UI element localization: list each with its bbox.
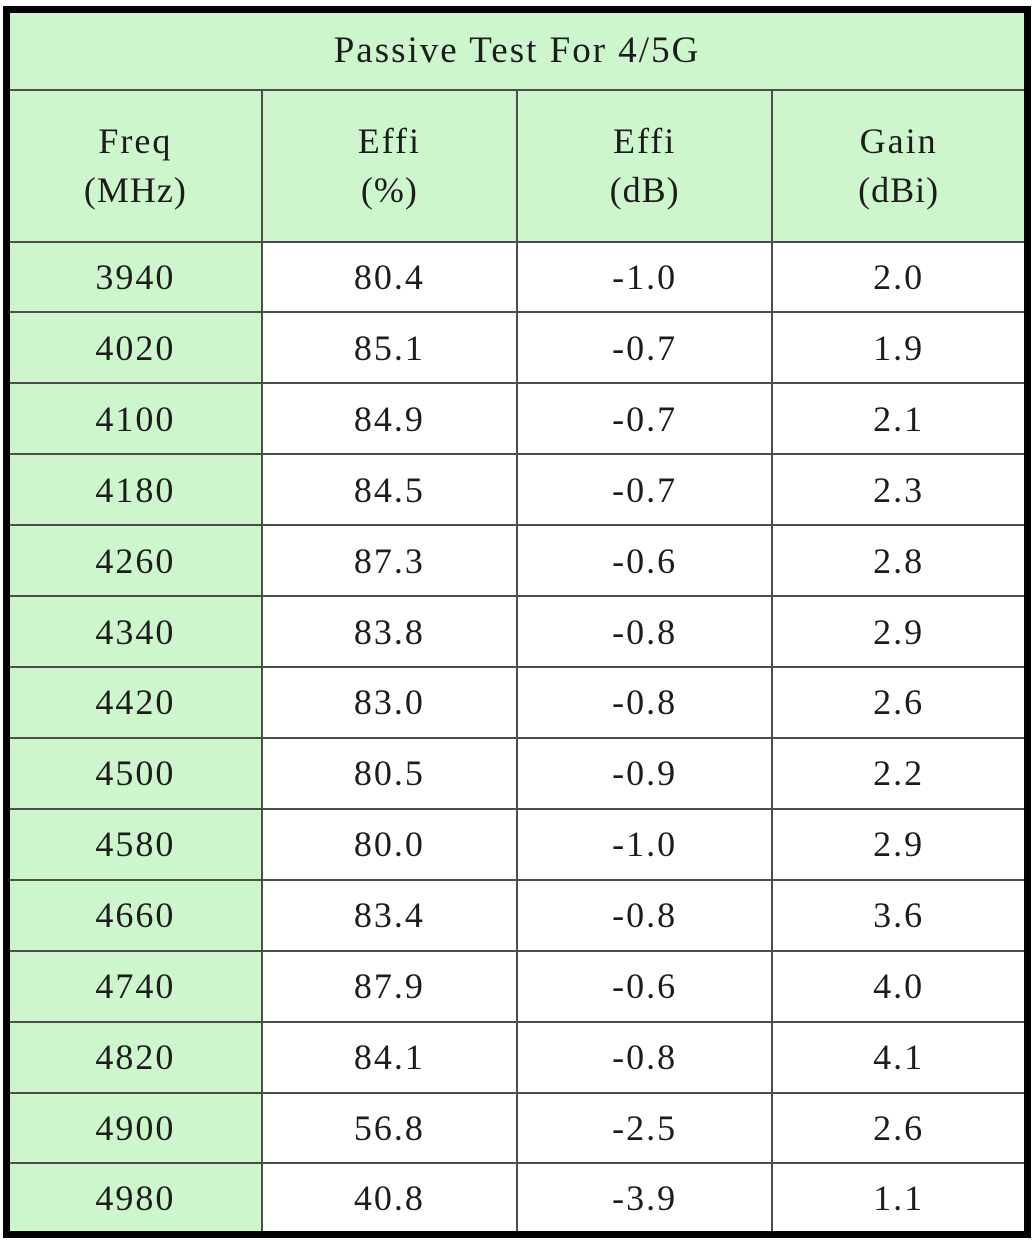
effi-db-cell: -0.9	[515, 736, 774, 810]
effi-db-cell: -0.6	[515, 524, 774, 598]
table-row: 4020 85.1 -0.7 1.9	[5, 311, 1029, 385]
column-header-gain-unit: (dBi)	[858, 169, 940, 210]
table-title: Passive Test For 4/5G	[5, 8, 1029, 91]
freq-cell: 3940	[5, 240, 263, 314]
column-header-freq-label: Freq	[98, 120, 173, 161]
table-row: 4420 83.0 -0.8 2.6	[5, 666, 1029, 739]
effi-pct-cell: 87.3	[260, 524, 519, 598]
freq-cell: 4740	[5, 949, 263, 1023]
gain-dbi-cell: 2.9	[771, 595, 1029, 669]
table-row: 4900 56.8 -2.5 2.6	[5, 1091, 1029, 1165]
effi-db-cell: -0.7	[515, 382, 774, 456]
freq-cell: 4420	[5, 666, 263, 739]
table-row: 4740 87.9 -0.6 4.0	[5, 949, 1029, 1023]
effi-db-cell: -0.8	[515, 666, 774, 739]
effi-db-cell: -0.6	[515, 949, 774, 1023]
column-header-effi-pct: Effi (%)	[260, 88, 519, 243]
table-frame: Passive Test For 4/5G Freq (MHz) Effi (%…	[3, 6, 1031, 1238]
gain-dbi-cell: 1.9	[771, 311, 1029, 385]
table-header-row: Freq (MHz) Effi (%) Effi (dB) Gain (dBi)	[5, 88, 1029, 243]
gain-dbi-cell: 3.6	[771, 878, 1029, 952]
freq-cell: 4180	[5, 453, 263, 527]
effi-pct-cell: 84.1	[260, 1020, 519, 1094]
freq-cell: 4660	[5, 878, 263, 952]
table-body: 3940 80.4 -1.0 2.0 4020 85.1 -0.7 1.9 41…	[5, 240, 1029, 1236]
column-header-effi-pct-unit: (%)	[360, 169, 418, 210]
freq-cell: 4340	[5, 595, 263, 669]
column-header-gain: Gain (dBi)	[771, 88, 1029, 243]
effi-pct-cell: 85.1	[260, 311, 519, 385]
column-header-effi-db-unit: (dB)	[609, 169, 680, 210]
column-header-freq-unit: (MHz)	[83, 169, 187, 210]
table-row: 3940 80.4 -1.0 2.0	[5, 240, 1029, 314]
freq-cell: 4820	[5, 1020, 263, 1094]
column-header-effi-db: Effi (dB)	[515, 88, 774, 243]
table-title-row: Passive Test For 4/5G	[5, 8, 1029, 91]
effi-db-cell: -0.7	[515, 311, 774, 385]
effi-pct-cell: 84.9	[260, 382, 519, 456]
gain-dbi-cell: 2.8	[771, 524, 1029, 598]
effi-db-cell: -0.8	[515, 878, 774, 952]
freq-cell: 4500	[5, 736, 263, 810]
table-row: 4820 84.1 -0.8 4.1	[5, 1020, 1029, 1094]
effi-pct-cell: 87.9	[260, 949, 519, 1023]
freq-cell: 4100	[5, 382, 263, 456]
effi-pct-cell: 80.0	[260, 807, 519, 881]
freq-cell: 4260	[5, 524, 263, 598]
table-row: 4180 84.5 -0.7 2.3	[5, 453, 1029, 527]
effi-db-cell: -1.0	[515, 807, 774, 881]
column-header-freq: Freq (MHz)	[5, 88, 263, 243]
effi-pct-cell: 56.8	[260, 1091, 519, 1165]
table-row: 4660 83.4 -0.8 3.6	[5, 878, 1029, 952]
freq-cell: 4580	[5, 807, 263, 881]
effi-pct-cell: 83.4	[260, 878, 519, 952]
freq-cell: 4980	[5, 1162, 263, 1236]
gain-dbi-cell: 2.1	[771, 382, 1029, 456]
gain-dbi-cell: 4.0	[771, 949, 1029, 1023]
table-row: 4340 83.8 -0.8 2.9	[5, 595, 1029, 669]
table-row: 4500 80.5 -0.9 2.2	[5, 736, 1029, 810]
column-header-gain-label: Gain	[859, 120, 938, 161]
gain-dbi-cell: 2.0	[771, 240, 1029, 314]
passive-test-table: Passive Test For 4/5G Freq (MHz) Effi (%…	[3, 6, 1031, 1238]
freq-cell: 4900	[5, 1091, 263, 1165]
column-header-effi-db-label: Effi	[612, 120, 677, 161]
effi-db-cell: -0.7	[515, 453, 774, 527]
table-row: 4260 87.3 -0.6 2.8	[5, 524, 1029, 598]
column-header-effi-pct-label: Effi	[357, 120, 422, 161]
effi-pct-cell: 83.8	[260, 595, 519, 669]
effi-pct-cell: 40.8	[260, 1162, 519, 1236]
table-row: 4980 40.8 -3.9 1.1	[5, 1162, 1029, 1236]
effi-db-cell: -1.0	[515, 240, 774, 314]
table-row: 4100 84.9 -0.7 2.1	[5, 382, 1029, 456]
effi-db-cell: -2.5	[515, 1091, 774, 1165]
effi-pct-cell: 83.0	[260, 666, 519, 739]
effi-pct-cell: 84.5	[260, 453, 519, 527]
effi-pct-cell: 80.4	[260, 240, 519, 314]
gain-dbi-cell: 2.2	[771, 736, 1029, 810]
gain-dbi-cell: 2.6	[771, 1091, 1029, 1165]
gain-dbi-cell: 2.6	[771, 666, 1029, 739]
table-row: 4580 80.0 -1.0 2.9	[5, 807, 1029, 881]
effi-db-cell: -3.9	[515, 1162, 774, 1236]
gain-dbi-cell: 2.9	[771, 807, 1029, 881]
effi-pct-cell: 80.5	[260, 736, 519, 810]
gain-dbi-cell: 4.1	[771, 1020, 1029, 1094]
effi-db-cell: -0.8	[515, 1020, 774, 1094]
effi-db-cell: -0.8	[515, 595, 774, 669]
gain-dbi-cell: 1.1	[771, 1162, 1029, 1236]
gain-dbi-cell: 2.3	[771, 453, 1029, 527]
freq-cell: 4020	[5, 311, 263, 385]
